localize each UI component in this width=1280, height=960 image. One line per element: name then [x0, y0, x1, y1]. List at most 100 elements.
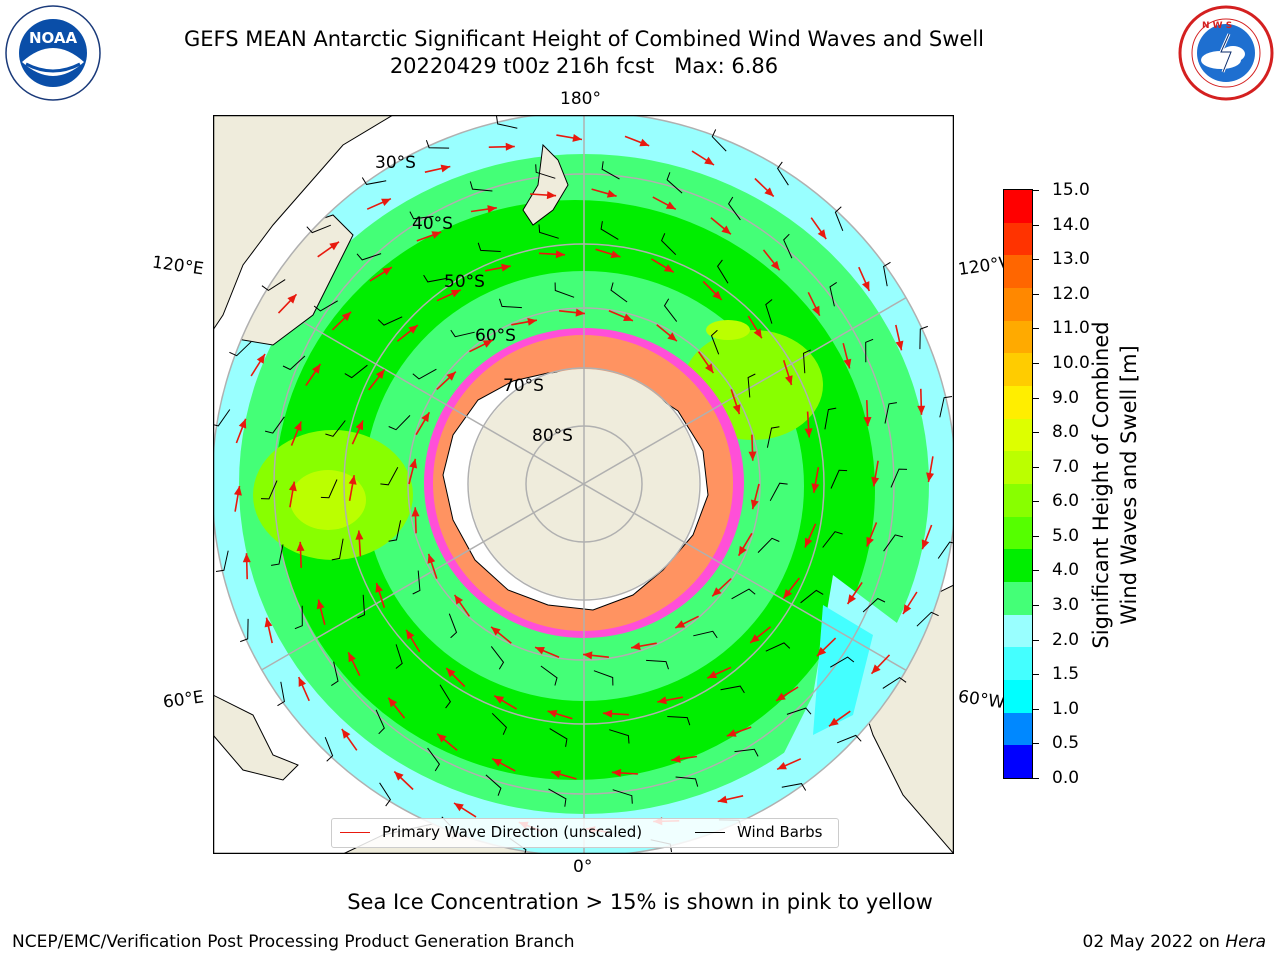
wave-arrow-head [606, 189, 617, 198]
wind-barb [277, 681, 285, 707]
colorbar-tick [1033, 535, 1039, 537]
wind-barb [786, 707, 812, 715]
wind-barb [612, 789, 633, 804]
wind-barb [916, 611, 939, 627]
wave-arrow-head [409, 458, 418, 469]
wave-arrow-head [895, 340, 904, 351]
wave-arrow-head [871, 664, 881, 674]
wave-arrow-head [817, 229, 827, 239]
wave-arrow-head [394, 771, 404, 781]
wind-barb [884, 402, 897, 424]
wave-arrow-head [427, 553, 436, 564]
wind-barb [357, 594, 366, 619]
wind-barb [448, 613, 458, 639]
wave-arrow-head [572, 134, 582, 142]
lat-label-60s: 60°S [475, 326, 516, 346]
colorbar-segment [1004, 451, 1032, 485]
wind-barb [379, 782, 392, 807]
wind-barb [425, 140, 450, 149]
wind-barb [661, 233, 677, 256]
colorbar-tick [1033, 432, 1039, 434]
wind-barb [731, 588, 756, 600]
wave-arrow-head [705, 363, 714, 374]
wave-arrow-head [355, 530, 364, 540]
wind-barb [356, 253, 382, 261]
meridian-label-0: 0° [573, 857, 593, 877]
wave-arrow-head [546, 191, 557, 200]
wind-barb [937, 541, 954, 559]
wind-barb [939, 396, 953, 418]
wave-arrow-head [665, 201, 676, 210]
wind-barb [747, 373, 756, 398]
wave-arrow-head [829, 717, 839, 727]
legend-wave-line [340, 832, 370, 833]
sea-ice-note: Sea Ice Concentration > 15% is shown in … [347, 890, 933, 914]
wave-arrow-head [491, 626, 501, 636]
wave-arrow-head [341, 311, 352, 321]
colorbar-title-line-2: Wind Waves and Swell [m] [1117, 345, 1141, 625]
wave-arrow-head [611, 768, 622, 777]
wave-arrow-head [487, 205, 497, 213]
colorbar-segment [1004, 549, 1032, 583]
lat-label-50s: 50°S [444, 272, 485, 292]
wind-barb [380, 466, 399, 486]
wave-arrow-head [256, 354, 265, 364]
wind-barb [229, 341, 252, 357]
wind-barb [423, 274, 448, 283]
wave-arrow-head [667, 332, 677, 342]
colorbar-tick-label: 11.0 [1052, 318, 1090, 339]
wave-arrow-head [296, 541, 305, 551]
wave-arrow-head [603, 709, 613, 718]
wave-arrow-head [238, 418, 247, 429]
colorbar-tick [1033, 743, 1039, 745]
footer-date-text: 02 May 2022 on [1082, 932, 1226, 952]
wind-barb [215, 550, 229, 572]
colorbar-tick-label: 7.0 [1052, 456, 1080, 477]
wave-arrow-head [639, 138, 650, 147]
legend-item-wind-barbs: Wind Barbs [695, 823, 822, 841]
wind-barb [593, 670, 614, 686]
colorbar-tick-label: 1.0 [1052, 698, 1080, 719]
wave-arrow-head [663, 264, 674, 273]
wave-arrow-head [482, 340, 493, 348]
wave-arrow-head [575, 308, 585, 317]
colorbar-tick-label: 15.0 [1052, 180, 1090, 200]
wind-barb [766, 426, 780, 448]
chart-title: GEFS MEAN Antarctic Significant Height o… [0, 26, 1168, 80]
wave-arrow-head [707, 670, 718, 679]
wind-barb [609, 729, 630, 744]
wave-arrow-head [631, 642, 641, 651]
wave-arrow-head [921, 539, 930, 550]
wave-arrow-head [726, 729, 737, 737]
wind-barb [324, 737, 334, 762]
wave-arrow-head [421, 412, 430, 423]
colorbar-segment [1004, 418, 1032, 452]
lat-label-80s: 80°S [532, 426, 573, 446]
wind-barb [554, 282, 575, 298]
colorbar [1003, 189, 1033, 779]
wave-arrow-head [381, 198, 391, 206]
polar-map: 30°S 40°S 50°S 60°S 70°S 80°S [213, 115, 954, 854]
wave-arrow-head [440, 164, 451, 173]
wind-barb [344, 364, 368, 379]
wave-arrow-head [551, 770, 562, 779]
wind-barb [540, 665, 558, 686]
colorbar-tick-label: 6.0 [1052, 491, 1080, 512]
wind-barb [477, 242, 501, 252]
wave-arrow-head [287, 294, 297, 304]
wind-barb [213, 409, 231, 427]
colorbar-segment [1004, 353, 1032, 387]
colorbar-segment [1004, 255, 1032, 289]
wind-barb [427, 747, 441, 772]
colorbar-tick-label: 10.0 [1052, 352, 1090, 373]
colorbar-segment [1004, 320, 1032, 354]
colorbar-segment [1004, 484, 1032, 518]
wind-barb [395, 644, 403, 669]
wind-barb [240, 618, 249, 643]
wind-barb [666, 172, 683, 194]
title-line-1: GEFS MEAN Antarctic Significant Height o… [183, 27, 985, 51]
colorbar-tick [1033, 501, 1039, 503]
noaa-logo: NOAA [4, 4, 102, 102]
wind-barb [409, 211, 434, 220]
wave-arrow-head [454, 594, 463, 605]
